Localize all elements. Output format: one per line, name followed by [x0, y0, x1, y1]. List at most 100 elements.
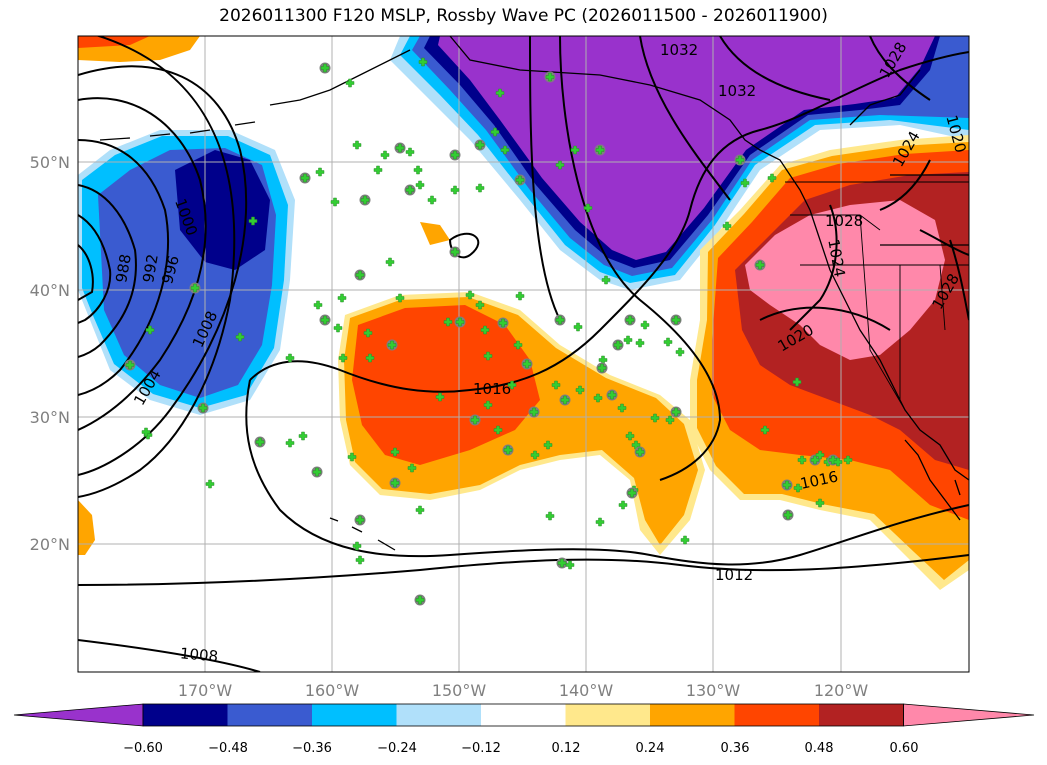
station-marker — [373, 165, 383, 175]
station-marker — [625, 431, 635, 441]
station-marker — [235, 332, 245, 342]
station-marker — [740, 178, 750, 188]
station-marker — [565, 560, 575, 570]
station-marker — [443, 317, 453, 327]
colorbar-cell — [819, 704, 904, 726]
station-marker — [618, 500, 628, 510]
station-marker — [503, 445, 513, 455]
colorbar-tick-label: −0.60 — [123, 741, 163, 756]
station-marker — [475, 183, 485, 193]
station-marker — [450, 185, 460, 195]
colorbar-tick-label: 0.36 — [721, 741, 750, 756]
station-marker — [450, 150, 460, 160]
colorbar-cell — [481, 704, 566, 726]
station-marker — [407, 463, 417, 473]
isobar-label: 992 — [139, 253, 162, 284]
station-marker — [380, 150, 390, 160]
station-marker — [405, 185, 415, 195]
station-marker — [627, 488, 637, 498]
map-panel[interactable]: 1032 1032 1028 1024 1020 1028 1024 1028 … — [78, 30, 970, 672]
station-marker — [345, 78, 355, 88]
station-marker — [355, 555, 365, 565]
station-marker — [493, 425, 503, 435]
station-marker — [601, 275, 611, 285]
station-marker — [415, 180, 425, 190]
map-frame — [77, 35, 970, 673]
station-marker — [675, 347, 685, 357]
colorbar-cell — [650, 704, 735, 726]
isobar-label: 1016 — [473, 380, 511, 398]
colorbar-extend-min — [13, 703, 144, 727]
station-marker — [782, 480, 792, 490]
station-marker — [363, 328, 373, 338]
station-marker — [455, 317, 465, 327]
station-markers — [124, 57, 853, 606]
station-marker — [515, 175, 525, 185]
station-marker — [470, 415, 480, 425]
lon-tick-label: 160°W — [305, 681, 360, 700]
station-marker — [145, 325, 155, 335]
colorbar-cell — [143, 704, 228, 726]
station-marker — [593, 393, 603, 403]
station-marker — [395, 293, 405, 303]
colorbar-cell — [396, 704, 482, 726]
station-marker — [767, 173, 777, 183]
station-marker — [663, 337, 673, 347]
station-marker — [450, 247, 460, 257]
lat-tick-label: 20°N — [30, 535, 70, 554]
station-marker — [507, 380, 517, 390]
station-marker — [515, 291, 525, 301]
colorbar-extend-max — [903, 703, 1035, 727]
station-marker — [413, 165, 423, 175]
station-marker — [598, 355, 608, 365]
station-marker — [573, 322, 583, 332]
station-marker — [480, 325, 490, 335]
station-marker — [312, 467, 322, 477]
colorbar-tick-label: 0.24 — [636, 741, 665, 756]
coastlines — [99, 36, 969, 551]
isobar-label: 988 — [112, 253, 135, 284]
station-marker — [498, 318, 508, 328]
station-marker — [320, 63, 330, 73]
station-marker — [500, 145, 510, 155]
station-marker — [613, 340, 623, 350]
station-marker — [395, 143, 405, 153]
lat-tick-label: 40°N — [30, 281, 70, 300]
mslp-isobars — [78, 36, 969, 672]
station-marker — [635, 338, 645, 348]
station-marker — [415, 595, 425, 605]
station-marker — [465, 290, 475, 300]
station-marker — [490, 127, 500, 137]
lat-tick-label: 50°N — [30, 153, 70, 172]
station-marker — [390, 478, 400, 488]
colorbar-tick-labels: −0.60 −0.48 −0.36 −0.24 −0.12 0.12 0.24 … — [123, 741, 918, 756]
station-marker — [298, 431, 308, 441]
lon-tick-label: 150°W — [432, 681, 487, 700]
station-marker — [797, 455, 807, 465]
station-marker — [360, 195, 370, 205]
station-marker — [671, 407, 681, 417]
station-marker — [355, 515, 365, 525]
station-marker — [530, 450, 540, 460]
colorbar-tick-label: 0.60 — [890, 741, 919, 756]
station-marker — [570, 145, 580, 155]
station-marker — [198, 403, 208, 413]
station-marker — [560, 395, 570, 405]
station-marker — [843, 455, 853, 465]
colorbar-cell — [227, 704, 313, 726]
station-marker — [551, 380, 561, 390]
station-marker — [545, 511, 555, 521]
negative-anomaly-fill-west — [78, 130, 295, 415]
station-marker — [125, 360, 135, 370]
station-marker — [141, 427, 151, 437]
station-marker — [665, 415, 675, 425]
station-marker — [623, 335, 633, 345]
station-marker — [320, 315, 330, 325]
station-marker — [205, 479, 215, 489]
station-marker — [390, 447, 400, 457]
station-marker — [545, 72, 555, 82]
station-marker — [427, 195, 437, 205]
colorbar: −0.60 −0.48 −0.36 −0.24 −0.12 0.12 0.24 … — [13, 703, 1035, 756]
station-marker — [597, 363, 607, 373]
